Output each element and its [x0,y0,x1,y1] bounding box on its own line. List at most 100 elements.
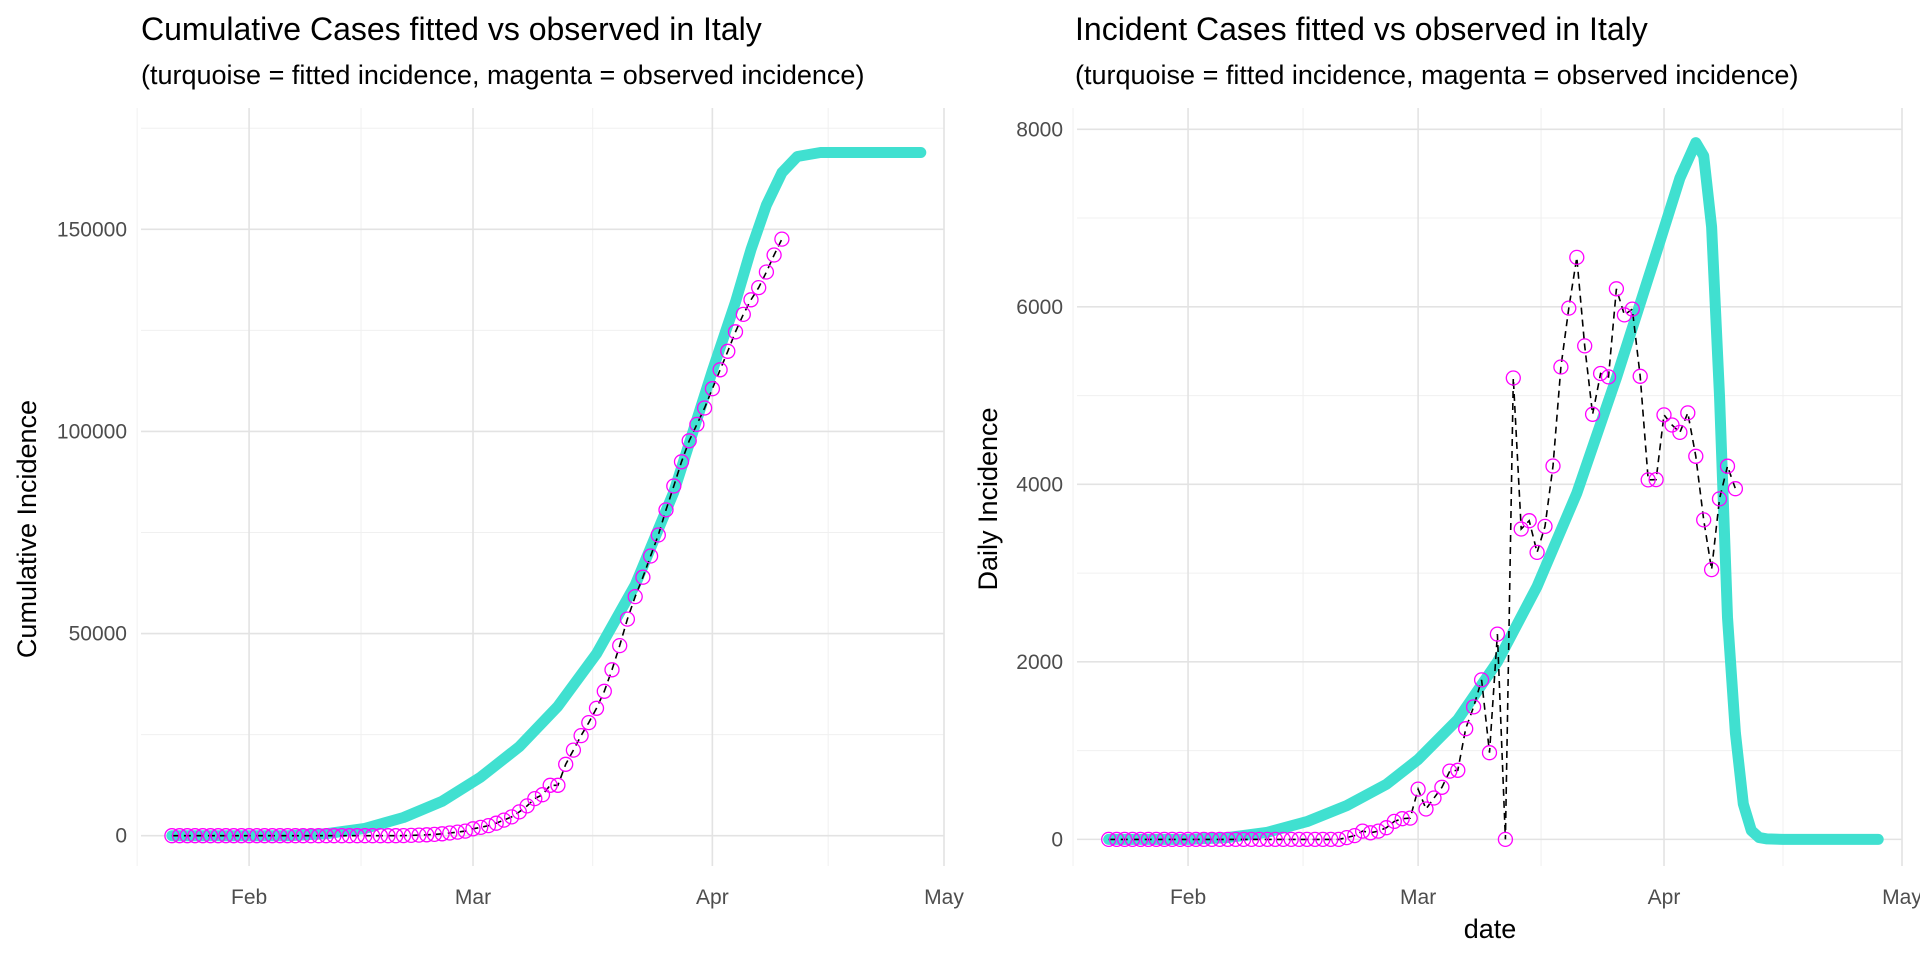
observed-point [1727,481,1744,497]
observed-point [673,454,690,470]
observed-point [758,264,775,280]
observed-point [310,828,327,844]
observed-point [1577,338,1593,354]
observed-point [1109,831,1125,848]
observed-point [287,828,304,844]
observed-point [334,828,350,844]
observed-point [256,828,273,844]
observed-point [1656,407,1672,423]
y-tick-label: 50000 [69,623,127,646]
fitted-series-line [166,147,927,842]
gridlines [136,108,945,866]
observed-point [1608,281,1625,297]
observed-point [1410,781,1426,797]
observed-point [1553,359,1569,375]
observed-point [272,828,288,844]
observed-point [171,828,188,844]
observed-point [1228,831,1244,848]
observed-point [496,812,512,828]
observed-point [1346,827,1363,844]
observed-point [380,828,396,844]
observed-point [696,400,713,416]
observed-point [442,825,458,841]
y-tick-label: 100000 [57,420,127,443]
observed-point [403,827,419,844]
observed-point [1212,831,1228,848]
observed-point [187,828,203,844]
observed-point [249,828,265,844]
observed-point [1259,831,1276,848]
observed-point [588,700,605,716]
observed-point [704,381,721,397]
observed-point [280,828,296,844]
observed-point [1426,790,1442,806]
observed-point [395,827,412,844]
observed-point [303,828,319,844]
observed-point [612,637,628,654]
observed-point [542,777,558,793]
observed-point [1592,365,1609,382]
chart-title: Incident Cases fitted vs observed in Ita… [1075,11,1648,47]
observed-point [1370,823,1387,839]
observed-point [1529,544,1545,561]
observed-point [202,828,219,844]
observed-point [218,828,234,844]
observed-point [1624,301,1640,317]
observed-point [527,790,543,807]
observed-point [666,478,682,494]
observed-point [1235,831,1252,848]
y-tick-label: 6000 [1016,296,1063,319]
observed-point [1696,512,1712,528]
observed-point [1148,831,1164,848]
observed-point [1402,810,1418,826]
observed-point [550,777,566,793]
observed-point [1331,831,1347,848]
observed-series-line [171,238,783,837]
y-axis-label: Cumulative Incidence [12,400,42,658]
observed-point [581,714,597,731]
observed-point [457,823,473,839]
chart-subtitle: (turquoise = fitted incidence, magenta =… [141,60,864,90]
observed-point [534,787,551,803]
observed-point [434,826,450,842]
observed-point [635,569,651,585]
observed-point [1156,831,1172,848]
observed-point [426,826,443,843]
observed-point [1172,831,1188,848]
observed-point [1561,300,1577,316]
observed-point [1481,745,1498,761]
observed-point [689,416,705,433]
observed-point [411,827,427,843]
observed-point [1386,813,1402,830]
observed-point [179,828,195,844]
y-axis-label: Daily Incidence [973,407,1003,590]
observed-series-line [1108,257,1737,841]
observed-point [1672,424,1688,441]
observed-point [1489,626,1506,642]
observed-point [1537,518,1553,535]
gridlines [1072,108,1903,866]
observed-point [1339,829,1355,846]
observed-point [1101,831,1117,848]
observed-point [1434,779,1450,795]
observed-point [596,683,612,699]
observed-point [1505,370,1521,386]
observed-point [233,828,250,844]
fitted-series-line [1103,137,1884,845]
observed-point [195,828,211,844]
observed-point [1569,249,1585,266]
observed-point [681,433,697,449]
observed-point [774,231,790,247]
observed-point [1680,405,1696,421]
observed-point [1275,831,1291,848]
observed-point [1584,406,1601,422]
observed-point [735,306,751,323]
observed-point [658,502,674,518]
y-tick-label: 4000 [1016,473,1063,496]
observed-point [558,756,574,772]
observed-point [1251,831,1268,848]
x-tick-label: Mar [1400,886,1436,909]
observed-point [1283,831,1299,848]
observed-point [573,727,589,744]
observed-point [619,611,636,627]
